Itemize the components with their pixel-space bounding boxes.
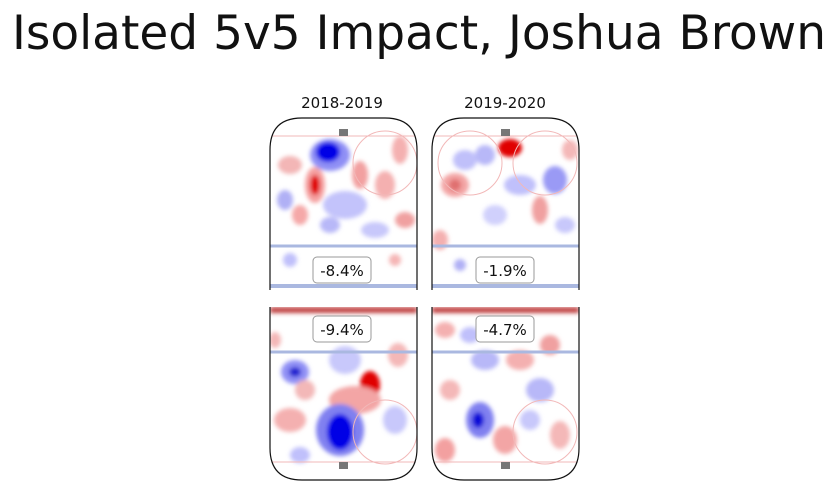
chart-title: Isolated 5v5 Impact, Joshua Brown (11, 6, 826, 61)
impact-label-defense-2019-2020: -4.7% (483, 321, 527, 339)
impact-label-defense-2018-2019: -9.4% (320, 321, 364, 339)
heat-blobs (270, 118, 417, 290)
panel-offense-2018-2019: -8.4% (269, 117, 418, 290)
panel-defense-2018-2019: -9.4% (269, 307, 418, 481)
season-title-2018-2019: 2018-2019 (301, 94, 383, 112)
panel-defense-2019-2020: -4.7% (431, 307, 580, 481)
impact-label-offense-2019-2020: -1.9% (483, 262, 527, 280)
impact-label-offense-2018-2019: -8.4% (320, 262, 364, 280)
season-title-2019-2020: 2019-2020 (464, 94, 546, 112)
panel-offense-2019-2020: -1.9% (431, 117, 580, 290)
heat-blobs (270, 307, 417, 480)
